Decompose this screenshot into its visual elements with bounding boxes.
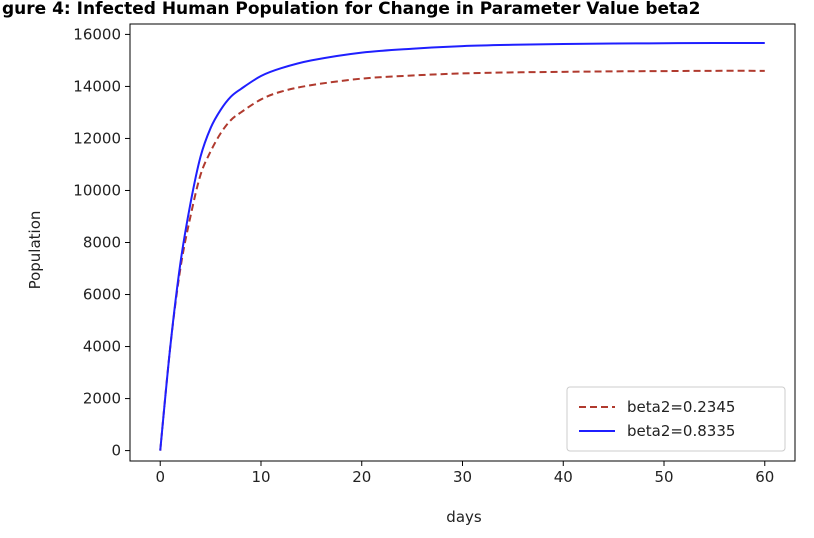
y-tick-label: 0 [111, 442, 121, 460]
y-tick-label: 8000 [83, 234, 121, 252]
series-line-1 [159, 69, 765, 451]
legend-label-2: beta2=0.8335 [627, 422, 735, 440]
x-axis-label: days [446, 508, 482, 526]
legend: beta2=0.2345 beta2=0.8335 [566, 386, 786, 452]
y-tick-label: 16000 [73, 25, 121, 43]
x-tick-label: 30 [453, 468, 472, 486]
x-tick-label: 0 [155, 468, 165, 486]
x-tick-label: 40 [554, 468, 573, 486]
y-tick-label: 10000 [73, 181, 121, 199]
y-tick-label: 4000 [83, 338, 121, 356]
x-tick-label: 10 [251, 468, 270, 486]
y-axis-label: Population [26, 211, 44, 290]
y-tick-label: 12000 [73, 129, 121, 147]
plot-area: 0 10 20 30 40 50 60 0 2000 4000 6000 8000 10000 12000… [73, 23, 796, 486]
y-tick-label: 14000 [73, 77, 121, 95]
x-tick-label: 60 [755, 468, 774, 486]
y-tick-label: 2000 [83, 390, 121, 408]
legend-label-1: beta2=0.2345 [627, 398, 735, 416]
y-tick-label: 6000 [83, 286, 121, 304]
x-tick-label: 20 [352, 468, 371, 486]
chart-title: gure 4: Infected Human Population for Ch… [2, 0, 700, 19]
series-line-2 [159, 41, 765, 451]
legend-box [566, 386, 786, 452]
x-tick-label: 50 [654, 468, 673, 486]
